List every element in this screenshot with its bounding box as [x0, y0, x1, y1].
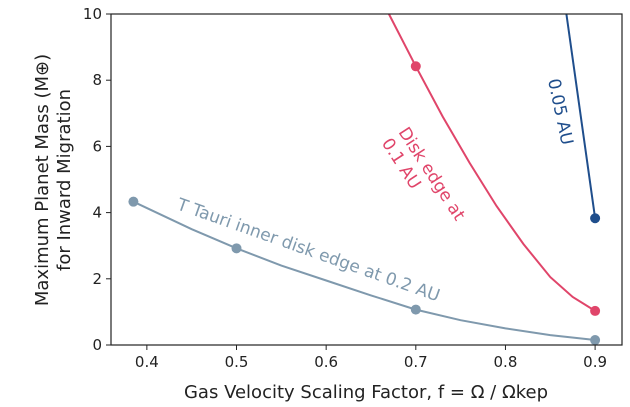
y-axis-label: Maximum Planet Mass (M⊕) for Inward Migr… — [32, 54, 75, 306]
series-0-point — [590, 335, 601, 346]
annotation-t-tauri: T Tauri inner disk edge at 0.2 AU — [173, 195, 442, 307]
y-tick-label: 4 — [92, 204, 102, 222]
x-tick-label: 0.4 — [135, 353, 159, 371]
x-axis-label: Gas Velocity Scaling Factor, f = Ω / Ωke… — [184, 382, 548, 403]
x-tick-label: 0.7 — [404, 353, 428, 371]
y-tick-label: 2 — [92, 270, 102, 288]
series-0-point — [231, 243, 242, 254]
y-tick-label: 8 — [92, 71, 102, 89]
series-0-line — [132, 200, 596, 341]
annotation-005-au: 0.05 AU — [543, 77, 577, 147]
y-axis-label-line1: Maximum Planet Mass (M⊕) — [32, 54, 53, 306]
series-1-point — [590, 305, 601, 316]
x-tick-label: 0.9 — [583, 353, 607, 371]
ticks-layer: 0.4 0.5 0.6 0.7 0.8 0.9 0 2 4 6 8 10 — [83, 5, 607, 371]
plot-area — [128, 13, 601, 346]
y-tick-label: 10 — [83, 5, 102, 23]
series-0-point — [128, 196, 139, 207]
series-2-line — [565, 13, 597, 219]
y-tick-label: 6 — [92, 137, 102, 155]
x-tick-label: 0.8 — [494, 353, 518, 371]
plot-frame — [110, 13, 623, 346]
y-tick-label: 0 — [92, 336, 102, 354]
x-tick-label: 0.5 — [225, 353, 249, 371]
x-tick-label: 0.6 — [314, 353, 338, 371]
series-2-point — [590, 213, 601, 224]
y-axis-label-line2: for Inward Migration — [54, 89, 75, 271]
series-1-line — [388, 13, 596, 312]
series-1-point — [410, 61, 421, 72]
annotation-disk-edge: Disk edge at 0.1 AU — [377, 124, 469, 225]
series-0-point — [410, 304, 421, 315]
